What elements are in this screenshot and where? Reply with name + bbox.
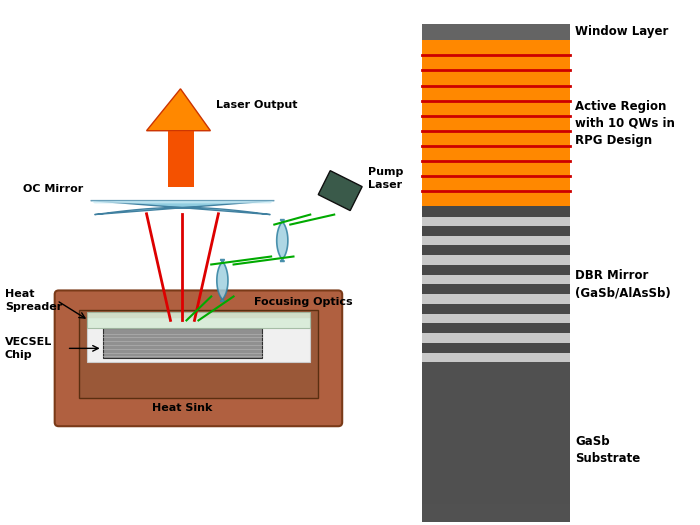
Bar xyxy=(422,245,570,256)
Bar xyxy=(422,323,570,333)
Bar xyxy=(422,498,570,501)
Bar xyxy=(422,511,570,514)
Bar xyxy=(422,506,570,509)
Bar xyxy=(169,131,195,186)
Bar xyxy=(422,236,570,245)
Bar xyxy=(422,496,570,498)
FancyBboxPatch shape xyxy=(55,290,342,426)
Text: Window Layer: Window Layer xyxy=(575,25,668,38)
Text: Pump
Laser: Pump Laser xyxy=(368,167,403,190)
Polygon shape xyxy=(90,201,274,203)
Bar xyxy=(422,520,570,522)
Bar xyxy=(422,485,570,488)
Bar xyxy=(422,514,570,517)
Bar xyxy=(422,362,570,522)
Bar xyxy=(87,318,310,362)
Bar xyxy=(422,343,570,353)
Bar xyxy=(422,501,570,503)
Bar xyxy=(422,517,570,520)
Bar xyxy=(422,304,570,314)
Bar xyxy=(422,503,570,506)
Text: Active Region
with 10 QWs in
RPG Design: Active Region with 10 QWs in RPG Design xyxy=(575,100,676,147)
Bar xyxy=(103,328,262,359)
Bar xyxy=(422,333,570,343)
Text: DBR Mirror
(GaSb/AlAsSb): DBR Mirror (GaSb/AlAsSb) xyxy=(575,269,671,299)
Text: OC Mirror: OC Mirror xyxy=(22,184,83,194)
Text: Heat Sink: Heat Sink xyxy=(153,403,213,413)
Polygon shape xyxy=(90,201,274,215)
Text: Laser Output: Laser Output xyxy=(216,100,298,110)
Bar xyxy=(422,353,570,362)
Bar xyxy=(422,40,570,206)
Bar xyxy=(422,295,570,304)
Polygon shape xyxy=(318,171,362,211)
Bar xyxy=(422,206,570,216)
Text: GaSb
Substrate: GaSb Substrate xyxy=(575,435,640,465)
Bar xyxy=(422,493,570,496)
Bar xyxy=(422,256,570,265)
Bar xyxy=(422,314,570,323)
Bar xyxy=(169,131,195,186)
Bar xyxy=(422,275,570,285)
Bar xyxy=(87,312,310,328)
Bar xyxy=(422,24,570,40)
Bar xyxy=(422,216,570,226)
Text: Focusing Optics: Focusing Optics xyxy=(254,298,353,308)
Polygon shape xyxy=(146,89,211,131)
Bar xyxy=(422,226,570,236)
Bar xyxy=(422,285,570,295)
Text: VECSEL
Chip: VECSEL Chip xyxy=(5,337,52,360)
Polygon shape xyxy=(276,219,288,261)
Bar xyxy=(422,490,570,493)
Bar xyxy=(422,488,570,490)
Bar xyxy=(78,310,318,398)
Bar xyxy=(422,509,570,511)
Bar xyxy=(422,482,570,485)
Text: Heat
Spreader: Heat Spreader xyxy=(5,289,62,312)
Polygon shape xyxy=(217,259,228,301)
Bar xyxy=(422,265,570,275)
